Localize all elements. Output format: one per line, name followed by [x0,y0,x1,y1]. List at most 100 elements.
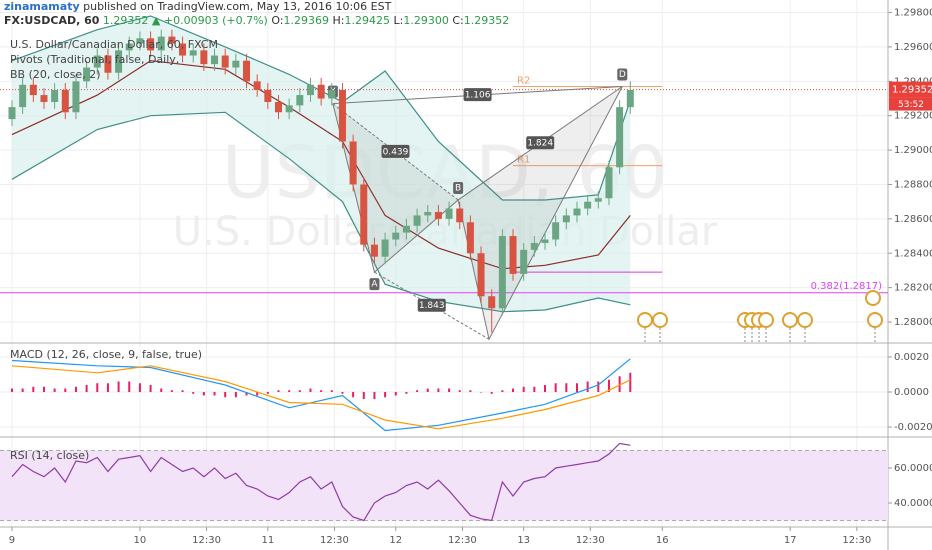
histogram-bar [117,381,120,393]
histogram-bar [234,392,237,398]
candle-body [413,215,421,226]
histogram-bar [74,386,77,393]
histogram-bar [42,386,45,393]
histogram-bar [607,379,610,393]
histogram-bar [330,390,333,393]
histogram-bar [629,372,632,393]
histogram-bar [53,388,56,393]
y-tick-label: 1.29000 [894,145,932,156]
legend-title: U.S. Dollar/Canadian Dollar, 60, FXCM [10,38,218,51]
histogram-bar [522,386,525,393]
histogram-bar [586,381,589,393]
y-tick-label: 60.0000 [894,463,932,474]
x-tick-label: 12:30 [448,535,477,546]
candle-body [616,107,624,168]
ohlc-key: C: [452,14,464,27]
fib-label: 0.382(1.2817) [811,281,883,292]
event-icon [637,312,653,328]
symbol: FX:USDCAD, 60 [4,14,100,27]
histogram-bar [170,390,173,393]
point-box [453,181,464,194]
histogram-bar [341,392,344,394]
point-box [617,68,628,81]
y-tick-label: 1.28600 [894,214,932,225]
candle-body [381,239,389,257]
histogram-bar [458,390,461,393]
last: 1.29352 [102,14,149,27]
candle-body [392,232,400,240]
ohlc-value: 1.29425 [344,14,390,27]
candle-body [8,107,16,120]
event-icon [782,312,798,328]
candle-body [349,141,357,185]
header-line: FX:USDCAD, 60 1.29352 ▲ +0.00903 (+0.7%)… [4,14,509,27]
histogram-bar [106,383,109,393]
histogram-bar [256,392,259,396]
histogram-bar [64,388,67,393]
histogram-bar [394,392,397,396]
histogram-bar [362,392,365,400]
histogram-bar [490,392,493,394]
candle-body [93,55,101,68]
histogram-bar [21,388,24,393]
y-tick-label: -0.0020 [894,422,932,433]
candle-body [168,36,176,44]
candle-body [221,55,229,68]
histogram-bar [309,388,312,393]
candle-body [306,84,314,96]
histogram-bar [501,390,504,393]
candle-body [477,253,485,297]
x-tick-label: 16 [656,535,669,546]
candle-body [104,55,112,73]
candle-body [360,184,368,245]
x-tick-label: 12:30 [192,535,221,546]
macd-line [11,358,631,432]
y-tick-label: 1.28200 [894,283,932,294]
histogram-bar [32,386,35,393]
histogram-bar [384,392,387,398]
point-box [369,278,380,291]
y-tick-label: 0.0020 [894,352,929,363]
ratio-box [526,136,555,150]
point-label: B [455,183,461,193]
y-tick-label: 40.0000 [894,498,932,509]
histogram-bar [544,385,547,393]
histogram-bar [416,390,419,393]
histogram-bar [213,392,216,396]
candle-body [61,89,69,113]
y-tick-label: 1.29600 [894,42,932,53]
candle-body [243,60,251,82]
candle-body [211,55,219,65]
y-tick-label: 1.29200 [894,111,932,122]
histogram-bar [448,388,451,393]
candle-body [456,208,464,223]
rsi-line [11,442,631,522]
candle-body [509,236,517,274]
ratio-box [417,298,446,312]
event-icon [758,312,774,328]
histogram-bar [245,392,248,396]
histogram-bar [373,392,376,400]
candle-body [157,36,165,51]
x-tick-label: 10 [134,535,147,546]
candle-body [285,105,293,113]
change: ▲ +0.00903 (+0.7%) [151,14,268,27]
histogram-bar [10,388,13,393]
candle-body [594,198,602,202]
histogram-bar [469,390,472,393]
candle-body [296,95,304,106]
candle-body [136,38,144,44]
published: published on TradingView.com, May 13, 20… [83,0,392,13]
histogram-bar [266,392,269,394]
candle-body [498,236,506,309]
candle-body [19,84,27,108]
histogram-bar [597,381,600,393]
candle-body [552,222,560,240]
histogram-bar [426,388,429,393]
histogram-bar [288,390,291,393]
x-tick-label: 12:30 [576,535,605,546]
histogram-bar [565,383,568,393]
ohlc-value: 1.29352 [463,14,510,27]
legend-macd: MACD (12, 26, close, 9, false, true) [10,348,203,361]
